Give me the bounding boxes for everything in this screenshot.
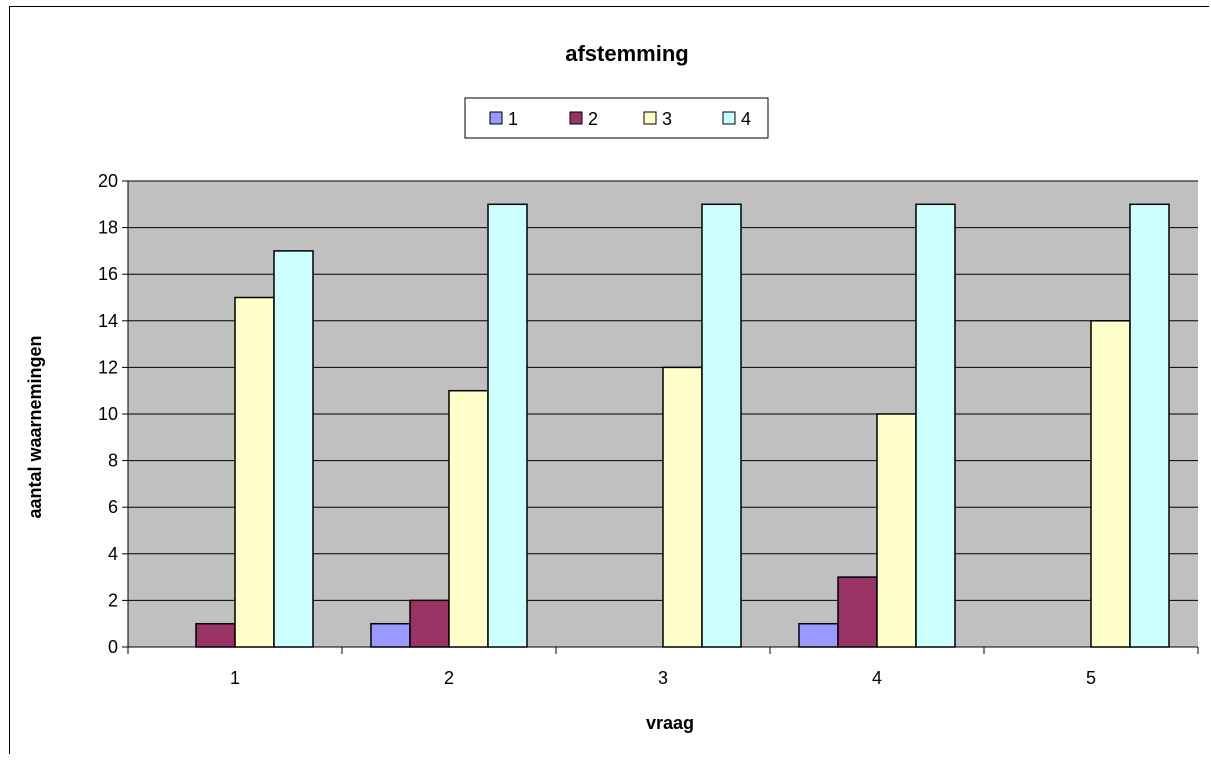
legend-swatch-1 [489,111,503,125]
bar-series-4-cat-5 [1129,203,1170,648]
bar-series-3-cat-5 [1090,320,1131,648]
bar-series-2-cat-4 [837,576,878,648]
bar-series-4-cat-1 [273,250,314,648]
bar-series-3-cat-2 [448,389,489,648]
legend-swatch-3 [643,111,657,125]
bar-series-3-cat-4 [876,413,917,648]
legend-label-4: 4 [741,109,751,129]
bar-series-3-cat-3 [662,366,703,648]
x-tick-label: 4 [872,668,882,688]
bar-series-3-cat-1 [234,296,275,648]
y-tick-label: 10 [98,404,118,424]
legend-box [464,97,769,139]
y-tick-label: 14 [98,311,118,331]
legend: 1 2 3 4 [464,97,769,139]
x-tick-label: 1 [230,668,240,688]
y-tick-label: 8 [108,451,118,471]
y-tick-label: 12 [98,357,118,377]
y-tick-label: 16 [98,264,118,284]
bar-series-4-cat-3 [701,203,742,648]
bar-series-2-cat-1 [195,622,236,648]
bar-series-1-cat-2 [370,622,411,648]
legend-swatch-4 [722,111,736,125]
x-tick-label: 3 [658,668,668,688]
chart-title: afstemming [565,41,688,66]
y-tick-label: 0 [108,637,118,657]
y-tick-label: 2 [108,590,118,610]
legend-label-2: 2 [588,109,598,129]
y-tick-label: 6 [108,497,118,517]
y-axis-title: aantal waarnemingen [25,335,45,518]
x-tick-label: 2 [444,668,454,688]
y-tick-label: 18 [98,218,118,238]
legend-label-1: 1 [508,109,518,129]
bar-series-1-cat-4 [798,622,839,648]
legend-label-3: 3 [662,109,672,129]
y-tick-label: 4 [108,544,118,564]
x-axis-title: vraag [646,713,694,733]
bar-series-4-cat-2 [487,203,528,648]
x-tick-label: 5 [1086,668,1096,688]
y-tick-label: 20 [98,171,118,191]
bar-series-2-cat-2 [409,599,450,648]
bar-series-4-cat-4 [915,203,956,648]
legend-swatch-2 [569,111,583,125]
